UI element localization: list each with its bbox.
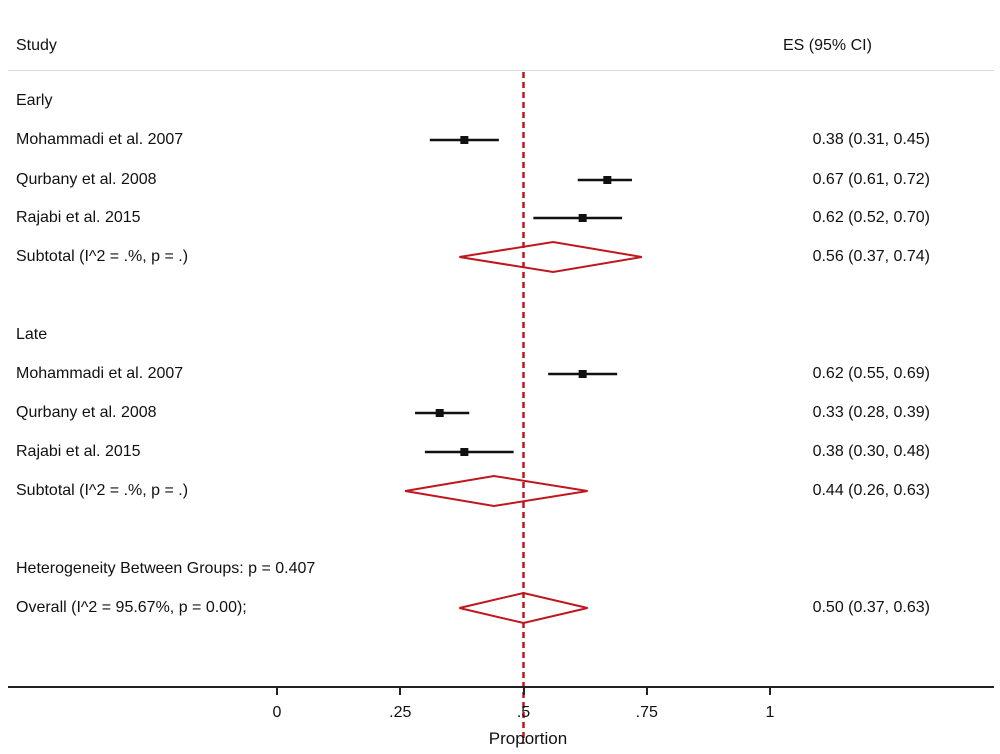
- es-ci-value: 0.44 (0.26, 0.63): [812, 482, 930, 499]
- x-tick-label: 0: [272, 704, 282, 721]
- overall-diamond: [459, 591, 588, 625]
- group-label: Late: [16, 326, 48, 343]
- group-label: Early: [16, 92, 53, 109]
- x-tick-mark: [522, 687, 525, 695]
- overall-label: Overall (I^2 = 95.67%, p = 0.00);: [16, 599, 247, 616]
- subtotal-label: Subtotal (I^2 = .%, p = .): [16, 248, 189, 265]
- es-ci-value: 0.33 (0.28, 0.39): [812, 404, 930, 421]
- study-label: Rajabi et al. 2015: [16, 443, 141, 460]
- point-estimate-marker: [603, 176, 612, 184]
- es-ci-value: 0.67 (0.61, 0.72): [812, 171, 930, 188]
- es-ci-value: 0.38 (0.31, 0.45): [812, 131, 930, 148]
- es-ci-value: 0.38 (0.30, 0.48): [812, 443, 930, 460]
- es-ci-value: 0.50 (0.37, 0.63): [812, 599, 930, 616]
- es-ci-value: 0.56 (0.37, 0.74): [812, 248, 930, 265]
- x-tick-mark: [276, 687, 278, 695]
- study-label: Mohammadi et al. 2007: [16, 365, 184, 382]
- x-tick-label: .75: [635, 704, 658, 721]
- point-estimate-marker: [578, 214, 587, 222]
- x-tick-mark: [769, 687, 771, 695]
- study-label: Qurbany et al. 2008: [16, 171, 157, 188]
- es-ci-value: 0.62 (0.52, 0.70): [812, 209, 930, 226]
- x-tick-label: .25: [389, 704, 412, 721]
- heterogeneity-note: Heterogeneity Between Groups: p = 0.407: [16, 560, 316, 577]
- x-axis-label: Proportion: [488, 729, 568, 748]
- x-tick-label: 1: [765, 704, 775, 721]
- point-estimate-marker: [460, 448, 469, 456]
- subtotal-diamond: [405, 474, 588, 508]
- x-tick-label: .5: [516, 704, 531, 721]
- study-label: Qurbany et al. 2008: [16, 404, 157, 421]
- header-divider: [8, 70, 994, 71]
- x-axis-line: [8, 686, 994, 688]
- subtotal-label: Subtotal (I^2 = .%, p = .): [16, 482, 189, 499]
- x-tick-mark: [645, 687, 648, 695]
- es-ci-value: 0.62 (0.55, 0.69): [812, 365, 930, 382]
- es-column-header: ES (95% CI): [783, 37, 872, 54]
- point-estimate-marker: [435, 409, 444, 417]
- study-label: Mohammadi et al. 2007: [16, 131, 184, 148]
- study-label: Rajabi et al. 2015: [16, 209, 141, 226]
- x-tick-mark: [399, 687, 402, 695]
- subtotal-diamond: [459, 240, 642, 274]
- point-estimate-marker: [578, 370, 587, 378]
- study-column-header: Study: [16, 37, 57, 54]
- point-estimate-marker: [460, 136, 469, 144]
